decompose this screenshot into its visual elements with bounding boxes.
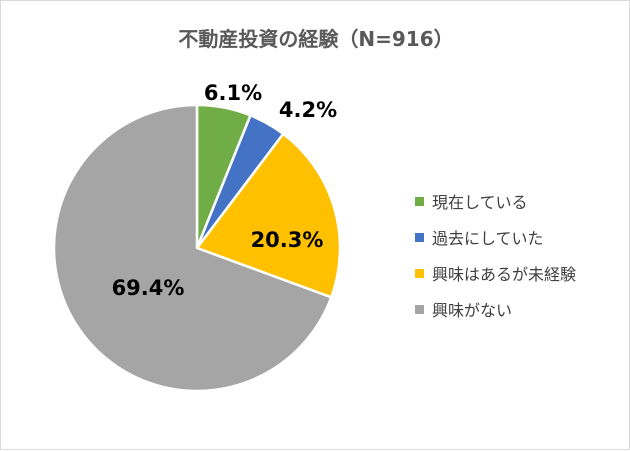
legend-swatch-not-interested (415, 304, 424, 314)
legend-label-not-interested: 興味がない (432, 301, 513, 320)
data-label-interested: 20.3% (251, 228, 324, 252)
legend-label-past: 過去にしていた (432, 229, 544, 248)
legend-item-interested: 興味はあるが未経験 (415, 255, 576, 291)
pie-slice-interested (195, 132, 342, 299)
data-label-not-interested: 69.4% (112, 276, 185, 300)
legend: 現在している 過去にしていた興味はあるが未経験 興味がない (415, 183, 576, 327)
chart-title: 不動産投資の経験（N=916） (178, 27, 454, 51)
legend-swatch-past (415, 232, 424, 242)
pie-slice-not-interested (52, 103, 333, 393)
legend-swatch-interested (415, 268, 424, 278)
legend-swatch-current (415, 196, 424, 206)
data-label-past: 4.2% (279, 98, 337, 122)
legend-item-not-interested: 興味がない (415, 291, 576, 327)
legend-label-interested: 興味はあるが未経験 (432, 265, 577, 284)
legend-label-current: 現在している (432, 193, 528, 212)
legend-item-current: 現在している (415, 183, 576, 219)
data-label-current: 6.1% (204, 81, 262, 105)
legend-item-past: 過去にしていた (415, 219, 576, 255)
